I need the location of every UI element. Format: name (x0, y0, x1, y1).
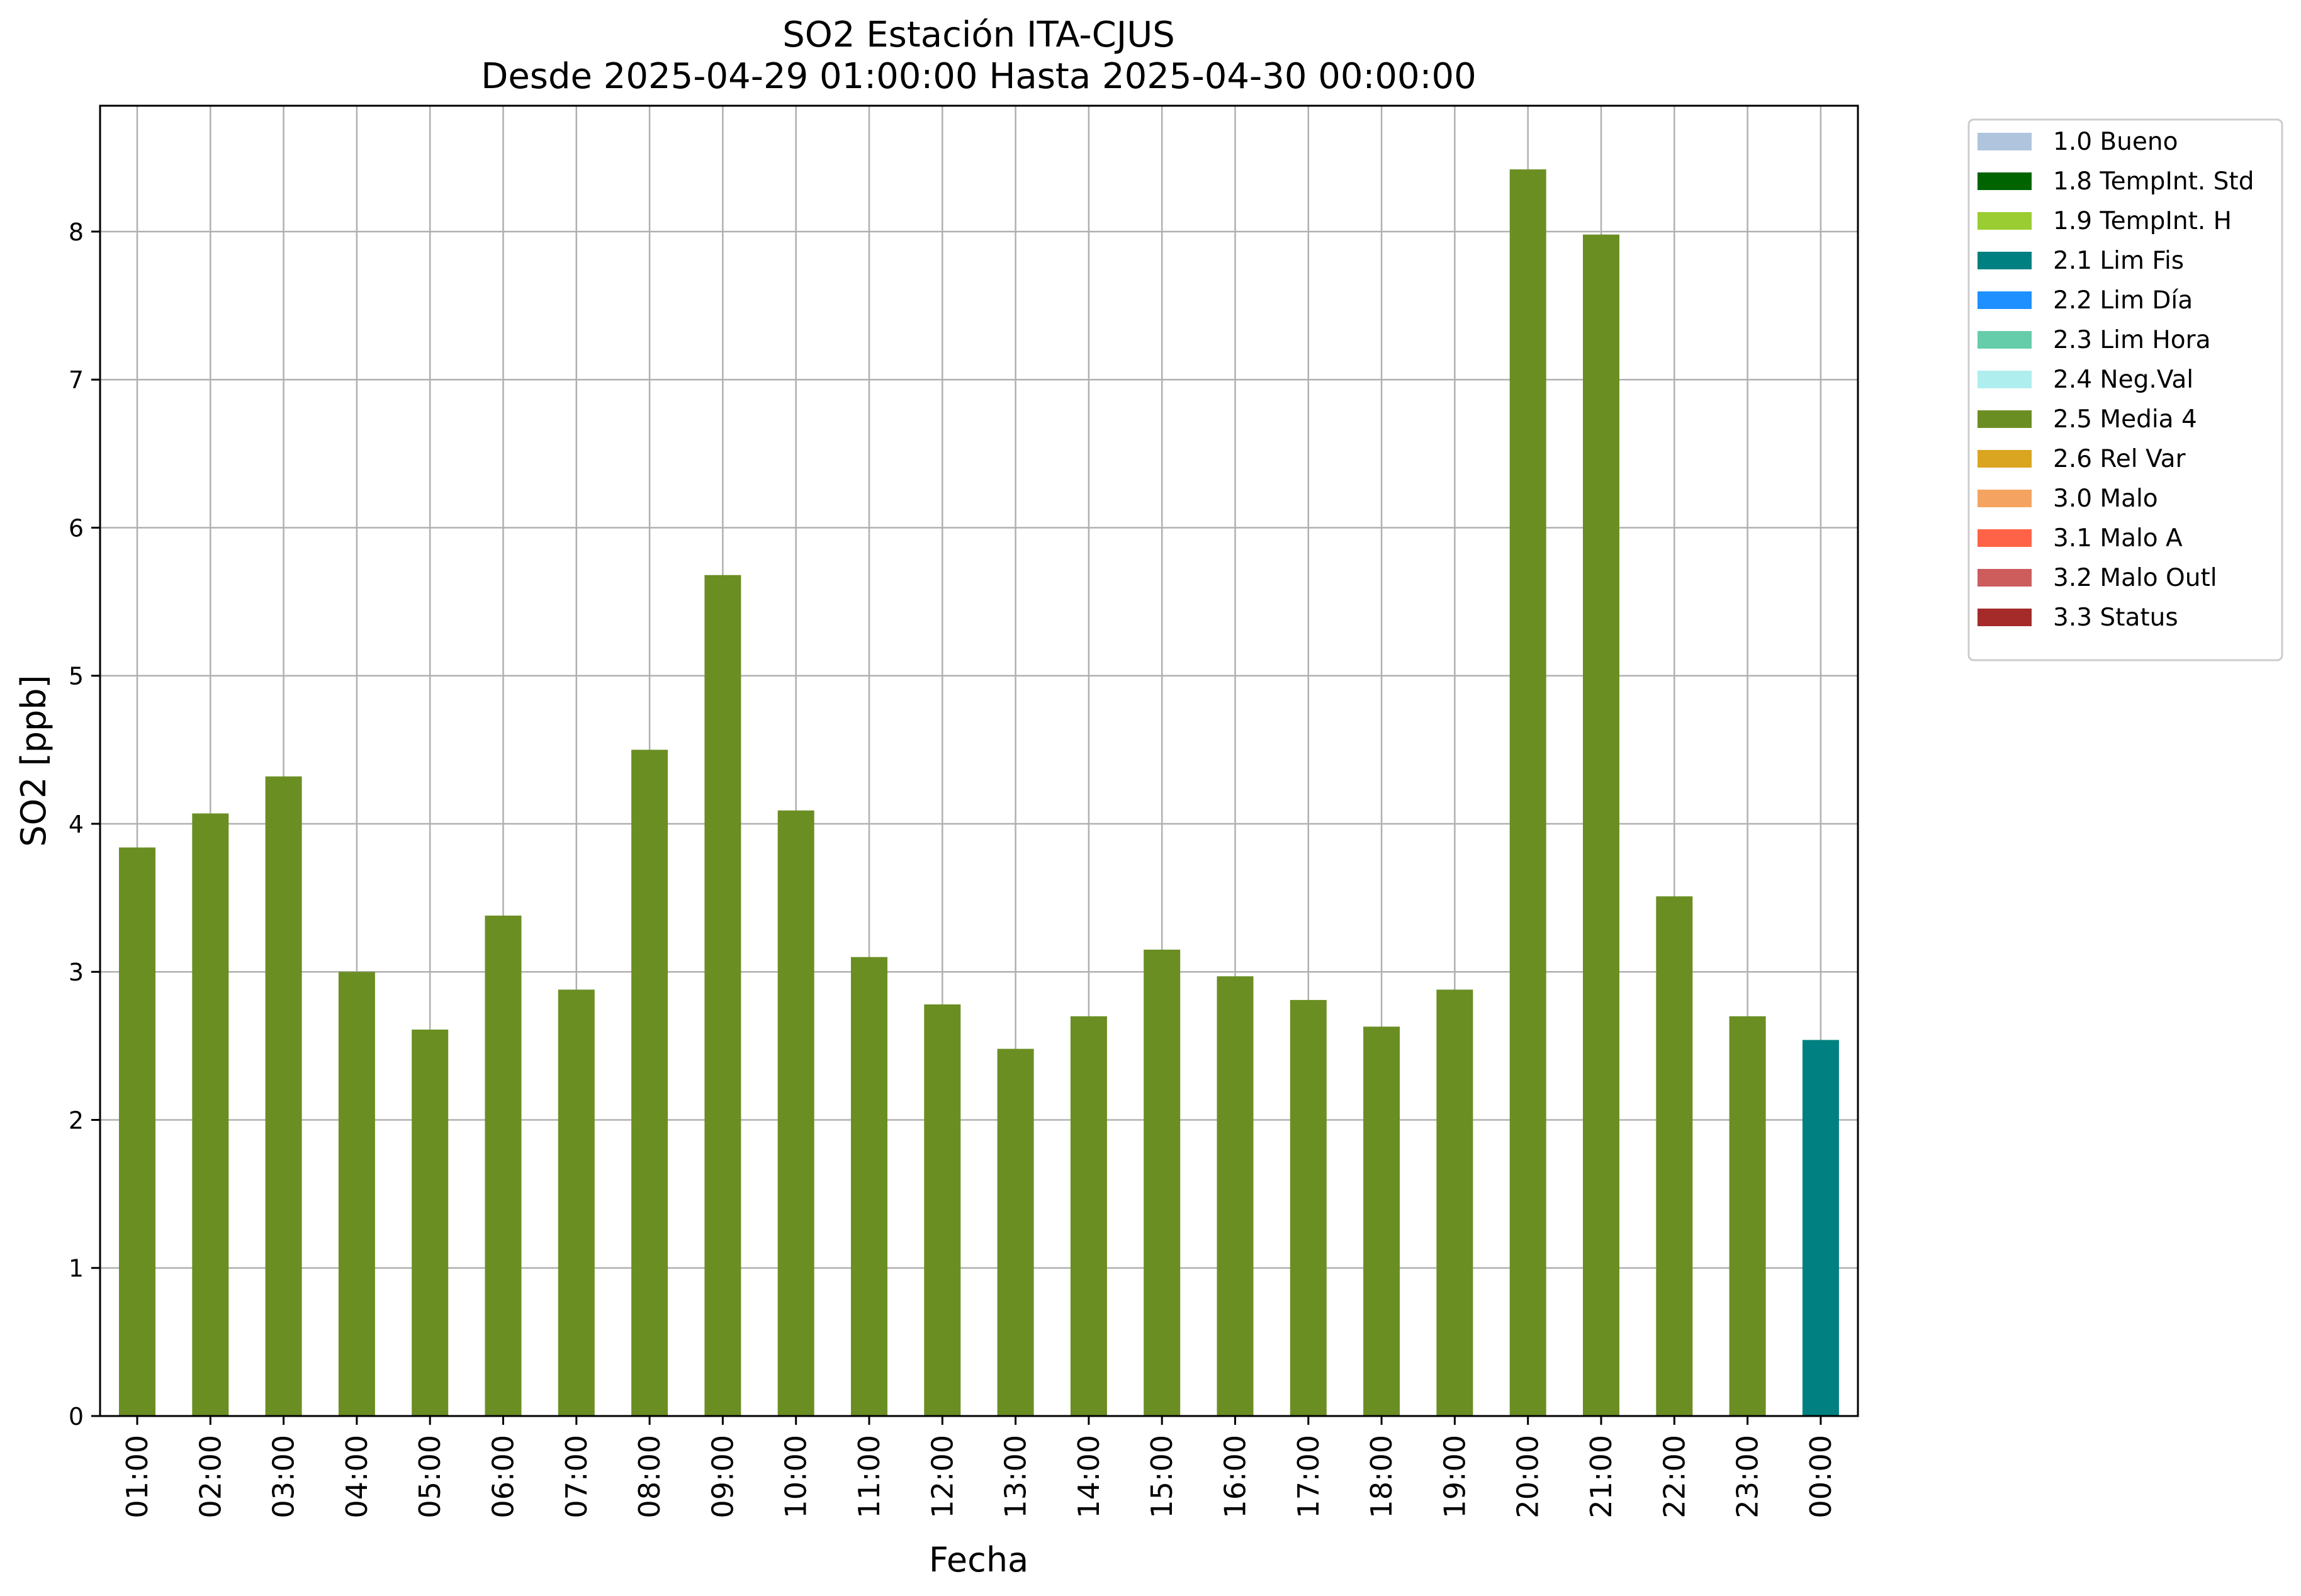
x-axis: 01:00 02:00 03:00 04:00 05:00 06:00 07:00 08:00… (120, 1416, 1838, 1519)
bar (777, 810, 814, 1416)
legend-swatch (1978, 609, 2032, 626)
y-tick-label: 4 (69, 811, 84, 838)
legend-swatch (1978, 252, 2032, 269)
x-tick-label: 23:00 (1731, 1435, 1765, 1519)
y-tick-label: 0 (69, 1403, 84, 1430)
x-tick-label: 16:00 (1218, 1435, 1252, 1519)
bar (192, 813, 229, 1416)
y-tick-label: 5 (69, 663, 84, 690)
legend-label: 2.3 Lim Hora (2053, 326, 2211, 354)
legend-label: 3.1 Malo A (2053, 524, 2183, 553)
legend-swatch (1978, 331, 2032, 349)
x-tick-label: 01:00 (120, 1435, 154, 1519)
y-tick-label: 2 (69, 1106, 84, 1134)
bar (412, 1029, 449, 1416)
bars (119, 169, 1839, 1417)
x-tick-label: 22:00 (1657, 1435, 1691, 1519)
bar (338, 972, 375, 1416)
x-tick-label: 02:00 (193, 1435, 227, 1519)
bar (119, 847, 155, 1416)
legend-label: 2.6 Rel Var (2053, 445, 2186, 473)
x-tick-label: 04:00 (340, 1435, 374, 1519)
y-tick-label: 1 (69, 1255, 84, 1283)
y-axis: 0 1 2 3 4 5 6 7 8 (69, 218, 100, 1430)
legend-swatch (1978, 529, 2032, 547)
y-tick-label: 3 (69, 958, 84, 986)
legend-swatch (1978, 291, 2032, 309)
y-axis-label: SO2 [ppb] (14, 675, 53, 846)
x-tick-label: 00:00 (1804, 1435, 1838, 1519)
legend-swatch (1978, 371, 2032, 388)
bar (265, 776, 302, 1416)
x-tick-label: 11:00 (852, 1435, 886, 1519)
y-tick-label: 7 (69, 366, 84, 394)
x-tick-label: 14:00 (1072, 1435, 1106, 1519)
plot-frame (99, 104, 1859, 1417)
x-tick-label: 19:00 (1437, 1435, 1471, 1519)
x-tick-label: 13:00 (999, 1435, 1033, 1519)
chart-title: SO2 Estación ITA-CJUS (782, 14, 1175, 55)
bar (631, 750, 668, 1416)
bar (1509, 169, 1546, 1417)
bar (485, 915, 522, 1416)
bar (1436, 989, 1473, 1416)
x-tick-label: 10:00 (779, 1435, 813, 1519)
bar (1290, 999, 1327, 1416)
x-tick-label: 12:00 (925, 1435, 959, 1519)
legend-label: 1.8 TempInt. Std (2053, 167, 2254, 196)
bar (1070, 1016, 1107, 1416)
bar (1729, 1016, 1766, 1416)
legend-label: 2.1 Lim Fis (2053, 247, 2184, 275)
x-tick-label: 05:00 (413, 1435, 447, 1519)
x-tick-label: 09:00 (706, 1435, 740, 1519)
legend-label: 3.3 Status (2053, 604, 2178, 632)
bar (997, 1048, 1034, 1416)
chart-subtitle: Desde 2025-04-29 01:00:00 Hasta 2025-04-… (481, 56, 1477, 97)
x-tick-label: 18:00 (1364, 1435, 1398, 1519)
legend-swatch (1978, 410, 2032, 428)
legend-label: 3.2 Malo Outl (2053, 564, 2217, 592)
legend-label: 3.0 Malo (2053, 485, 2158, 513)
legend-swatch (1978, 172, 2032, 190)
legend-label: 2.2 Lim Día (2053, 286, 2193, 315)
legend-swatch (1978, 490, 2032, 507)
bar (558, 989, 595, 1416)
x-tick-label: 17:00 (1291, 1435, 1325, 1519)
bar (1217, 976, 1254, 1416)
bar (851, 957, 887, 1416)
legend-label: 1.9 TempInt. H (2053, 207, 2232, 235)
bar (1144, 949, 1181, 1416)
x-tick-label: 08:00 (633, 1435, 667, 1519)
legend-label: 2.5 Media 4 (2053, 405, 2197, 434)
bar (1363, 1026, 1400, 1416)
legend-swatch (1978, 133, 2032, 150)
bar (1802, 1040, 1839, 1416)
x-tick-label: 03:00 (267, 1435, 301, 1519)
x-tick-label: 06:00 (487, 1435, 520, 1519)
x-tick-label: 07:00 (560, 1435, 594, 1519)
legend-swatch (1978, 212, 2032, 230)
bar (704, 575, 741, 1417)
legend-swatch (1978, 569, 2032, 587)
legend-label: 2.4 Neg.Val (2053, 366, 2193, 394)
x-tick-label: 15:00 (1145, 1435, 1179, 1519)
bar (1656, 896, 1693, 1416)
x-tick-label: 20:00 (1511, 1435, 1545, 1519)
legend-box (1967, 118, 2283, 661)
legend-swatch (1978, 450, 2032, 468)
legend: 1.0 Bueno 1.8 TempInt. Std 1.9 TempInt. H 2… (1967, 118, 2283, 661)
legend-label: 1.0 Bueno (2053, 128, 2178, 156)
bar (924, 1004, 961, 1416)
bar (1583, 234, 1619, 1417)
x-axis-label: Fecha (929, 1540, 1028, 1580)
y-tick-label: 8 (69, 218, 84, 246)
x-tick-label: 21:00 (1584, 1435, 1618, 1519)
y-tick-label: 6 (69, 514, 84, 542)
